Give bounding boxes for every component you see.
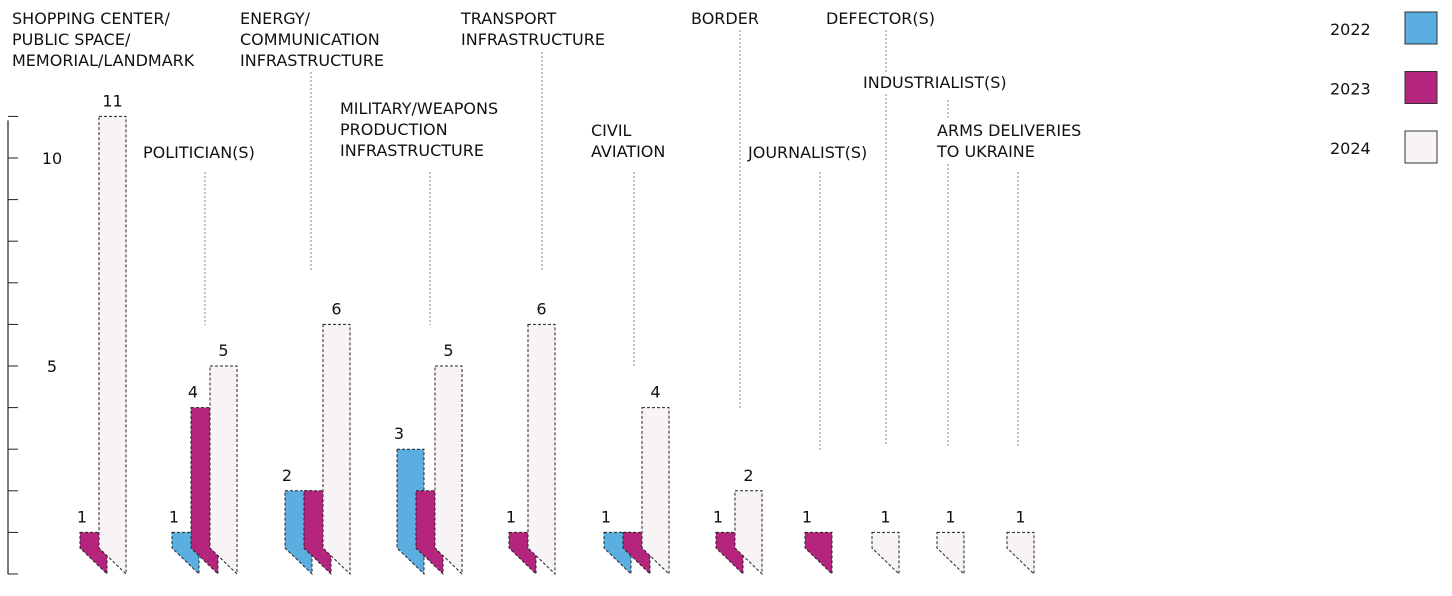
legend-label: 2024 [1330, 139, 1371, 158]
value-label: 5 [218, 341, 228, 360]
value-label: 1 [169, 507, 179, 526]
value-label: 11 [102, 91, 122, 110]
legend-swatch [1404, 71, 1438, 104]
legend-label: 2022 [1330, 20, 1371, 39]
value-label: 1 [601, 507, 611, 526]
value-label: 4 [188, 383, 198, 402]
bar [734, 490, 763, 576]
category-label: ENERGY/ COMMUNICATION INFRASTRUCTURE [240, 8, 384, 71]
category-label: TRANSPORT INFRASTRUCTURE [461, 8, 605, 50]
legend-label: 2023 [1330, 80, 1371, 99]
category-label: INDUSTRIALIST(S) [863, 72, 1007, 93]
value-label: 3 [394, 424, 404, 443]
value-label: 4 [650, 383, 660, 402]
y-tick-label: 5 [47, 357, 57, 376]
value-label: 6 [536, 299, 546, 318]
category-label: DEFECTOR(S) [826, 8, 936, 29]
y-tick-label: 10 [42, 149, 62, 168]
value-label: 2 [743, 466, 753, 485]
value-label: 6 [331, 299, 341, 318]
legend-swatch [1404, 11, 1438, 45]
value-label: 5 [443, 341, 453, 360]
category-label: MILITARY/WEAPONS PRODUCTION INFRASTRUCTU… [340, 98, 499, 161]
bar [1006, 531, 1035, 576]
bar [641, 407, 670, 576]
value-label: 1 [506, 507, 516, 526]
category-label: ARMS DELIVERIES TO UKRAINE [937, 120, 1082, 162]
value-label: 1 [713, 507, 723, 526]
category-label: POLITICIAN(S) [143, 142, 255, 163]
bar [936, 531, 965, 576]
value-label: 1 [1015, 507, 1025, 526]
value-label: 1 [77, 507, 87, 526]
value-label: 1 [945, 507, 955, 526]
category-label: BORDER [691, 8, 759, 29]
value-label: 1 [802, 507, 812, 526]
bar [804, 531, 833, 576]
category-label: CIVIL AVIATION [591, 120, 666, 162]
legend-swatch [1404, 130, 1438, 164]
value-label: 2 [282, 466, 292, 485]
bar [322, 323, 351, 576]
bar [98, 115, 127, 576]
bar [209, 365, 238, 576]
value-label: 1 [880, 507, 890, 526]
category-label: JOURNALIST(S) [748, 142, 868, 163]
bar [434, 365, 463, 576]
bar [527, 323, 556, 576]
category-label: SHOPPING CENTER/ PUBLIC SPACE/ MEMORIAL/… [12, 8, 195, 71]
bar [871, 531, 900, 576]
